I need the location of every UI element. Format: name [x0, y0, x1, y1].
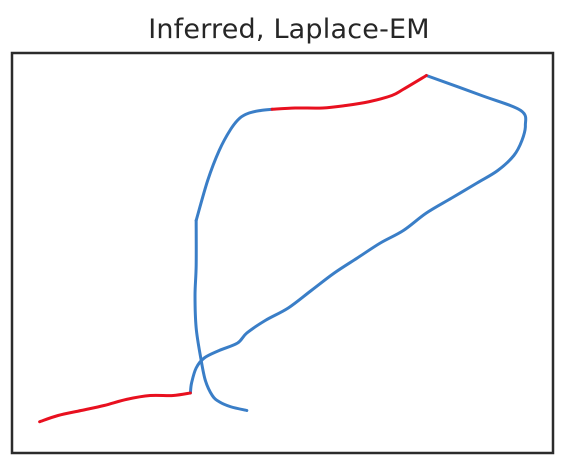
- trajectory-state-1-segment-1: [194, 107, 274, 222]
- plot-area-frame: [10, 51, 555, 455]
- series-layer: [38, 74, 528, 424]
- trajectory-state-1-segment-2: [193, 219, 249, 412]
- trajectory-state-1-segment-0: [188, 74, 528, 395]
- trajectory-state-2-segment-1: [38, 391, 192, 424]
- trajectory-state-2-segment-0: [270, 74, 428, 111]
- chart-title: Inferred, Laplace-EM: [148, 14, 430, 45]
